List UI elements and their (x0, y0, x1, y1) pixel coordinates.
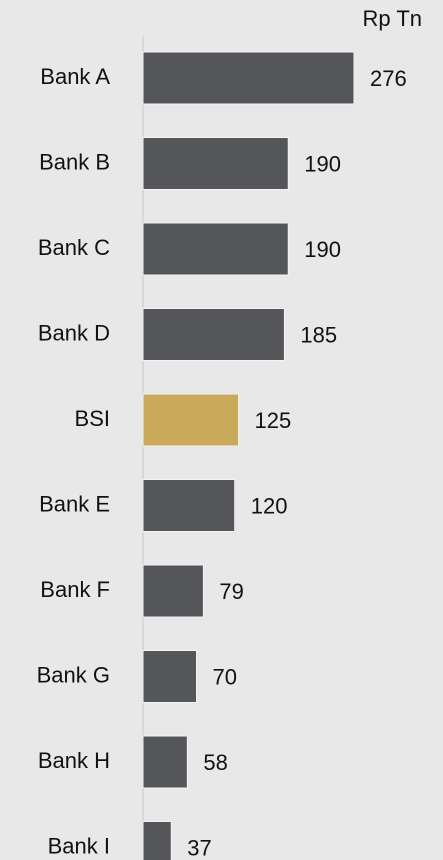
value-label: 120 (251, 493, 288, 518)
value-label: 58 (203, 750, 227, 775)
category-label: Bank F (40, 577, 110, 602)
category-label: Bank D (38, 320, 110, 345)
bar (142, 479, 236, 532)
bar (142, 137, 289, 190)
bar (142, 564, 204, 618)
category-label: Bank I (48, 833, 110, 858)
category-label: Bank A (40, 64, 110, 89)
bar (142, 821, 172, 860)
unit-label: Rp Tn (362, 6, 422, 31)
value-label: 190 (304, 151, 341, 176)
bar (142, 393, 240, 447)
bar (142, 51, 355, 105)
bar (142, 735, 188, 789)
value-label: 79 (219, 579, 243, 604)
value-label: 185 (300, 322, 337, 347)
bar (142, 308, 285, 361)
value-label: 190 (304, 237, 341, 262)
category-label: Bank G (37, 662, 110, 687)
value-label: 37 (187, 835, 211, 860)
category-label: Bank E (39, 491, 110, 516)
category-label: Bank H (38, 748, 110, 773)
value-label: 276 (370, 66, 407, 91)
bar (142, 650, 198, 703)
bar (142, 222, 289, 276)
value-label: 125 (255, 408, 292, 433)
category-label: Bank B (39, 149, 110, 174)
category-label: BSI (75, 406, 110, 431)
value-label: 70 (213, 664, 237, 689)
category-label: Bank C (38, 235, 110, 260)
